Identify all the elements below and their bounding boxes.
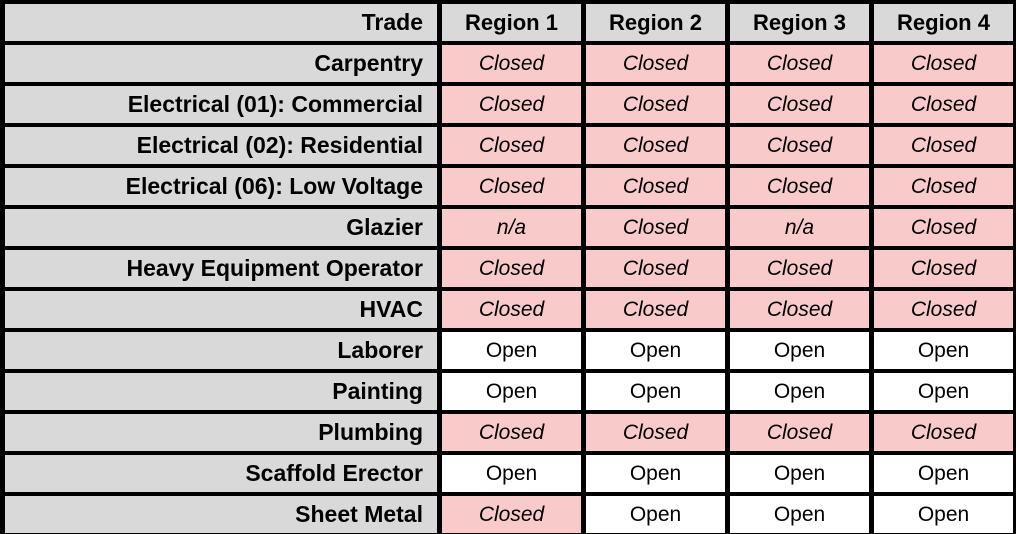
- status-cell-region-2: Open: [581, 328, 730, 373]
- status-cell-region-2: Closed: [581, 82, 730, 127]
- status-cell-region-2: Closed: [581, 123, 730, 168]
- status-cell-region-4: Open: [869, 369, 1016, 414]
- table-row: Electrical (02): Residential Closed Closed…: [0, 123, 1016, 168]
- status-cell-region-3: Closed: [725, 82, 874, 127]
- status-cell-region-4: Closed: [869, 123, 1016, 168]
- table-row: Heavy Equipment Operator Closed Closed Clos…: [0, 246, 1016, 291]
- status-cell-region-1: Closed: [437, 492, 586, 534]
- table-body: Carpentry Closed Closed Closed Closed Electri…: [0, 41, 1016, 534]
- header-row: Trade Region 1 Region 2 Region 3 Region …: [0, 0, 1016, 45]
- trade-label: Heavy Equipment Operator: [0, 246, 442, 291]
- trade-label: Sheet Metal: [0, 492, 442, 534]
- status-cell-region-3: Open: [725, 451, 874, 496]
- status-cell-region-1: Closed: [437, 82, 586, 127]
- status-cell-region-4: Closed: [869, 205, 1016, 250]
- status-cell-region-2: Closed: [581, 41, 730, 86]
- status-cell-region-1: Open: [437, 369, 586, 414]
- status-cell-region-1: Open: [437, 451, 586, 496]
- table-row: Glazier n/a Closed n/a Closed: [0, 205, 1016, 250]
- table-row: Electrical (01): Commercial Closed Closed C…: [0, 82, 1016, 127]
- status-cell-region-4: Open: [869, 328, 1016, 373]
- status-cell-region-3: Open: [725, 369, 874, 414]
- column-header-region-3: Region 3: [725, 0, 874, 45]
- trade-label: HVAC: [0, 287, 442, 332]
- status-cell-region-2: Closed: [581, 287, 730, 332]
- table-row: HVAC Closed Closed Closed Closed: [0, 287, 1016, 332]
- status-cell-region-1: Closed: [437, 41, 586, 86]
- status-cell-region-1: Closed: [437, 123, 586, 168]
- status-cell-region-3: Closed: [725, 410, 874, 455]
- column-header-region-4: Region 4: [869, 0, 1016, 45]
- status-cell-region-4: Closed: [869, 287, 1016, 332]
- column-header-trade: Trade: [0, 0, 442, 45]
- status-cell-region-1: Closed: [437, 410, 586, 455]
- table-row: Electrical (06): Low Voltage Closed Closed…: [0, 164, 1016, 209]
- trade-label: Scaffold Erector: [0, 451, 442, 496]
- table-row: Painting Open Open Open Open: [0, 369, 1016, 414]
- status-cell-region-1: Closed: [437, 287, 586, 332]
- table-row: Carpentry Closed Closed Closed Closed: [0, 41, 1016, 86]
- trade-label: Carpentry: [0, 41, 442, 86]
- trade-label: Painting: [0, 369, 442, 414]
- column-header-region-2: Region 2: [581, 0, 730, 45]
- trade-label: Glazier: [0, 205, 442, 250]
- status-cell-region-3: Closed: [725, 164, 874, 209]
- table-row: Sheet Metal Closed Open Open Open: [0, 492, 1016, 534]
- status-cell-region-4: Closed: [869, 41, 1016, 86]
- status-cell-region-4: Open: [869, 451, 1016, 496]
- trade-label: Laborer: [0, 328, 442, 373]
- status-cell-region-4: Closed: [869, 410, 1016, 455]
- trade-label: Electrical (06): Low Voltage: [0, 164, 442, 209]
- status-cell-region-1: Closed: [437, 246, 586, 291]
- status-cell-region-1: n/a: [437, 205, 586, 250]
- table-row: Scaffold Erector Open Open Open Open: [0, 451, 1016, 496]
- status-cell-region-3: Open: [725, 328, 874, 373]
- status-cell-region-2: Closed: [581, 246, 730, 291]
- status-cell-region-4: Closed: [869, 246, 1016, 291]
- status-cell-region-3: Closed: [725, 246, 874, 291]
- trade-label: Plumbing: [0, 410, 442, 455]
- status-cell-region-3: Closed: [725, 287, 874, 332]
- status-cell-region-3: n/a: [725, 205, 874, 250]
- status-cell-region-3: Closed: [725, 123, 874, 168]
- trade-label: Electrical (02): Residential: [0, 123, 442, 168]
- status-cell-region-2: Open: [581, 492, 730, 534]
- status-cell-region-1: Open: [437, 328, 586, 373]
- status-cell-region-2: Open: [581, 451, 730, 496]
- trade-label: Electrical (01): Commercial: [0, 82, 442, 127]
- status-cell-region-1: Closed: [437, 164, 586, 209]
- status-cell-region-2: Closed: [581, 164, 730, 209]
- status-cell-region-2: Closed: [581, 410, 730, 455]
- status-cell-region-4: Closed: [869, 164, 1016, 209]
- status-cell-region-2: Open: [581, 369, 730, 414]
- status-cell-region-4: Open: [869, 492, 1016, 534]
- table-row: Plumbing Closed Closed Closed Closed: [0, 410, 1016, 455]
- status-cell-region-2: Closed: [581, 205, 730, 250]
- column-header-region-1: Region 1: [437, 0, 586, 45]
- table-row: Laborer Open Open Open Open: [0, 328, 1016, 373]
- status-cell-region-3: Open: [725, 492, 874, 534]
- status-cell-region-3: Closed: [725, 41, 874, 86]
- status-cell-region-4: Closed: [869, 82, 1016, 127]
